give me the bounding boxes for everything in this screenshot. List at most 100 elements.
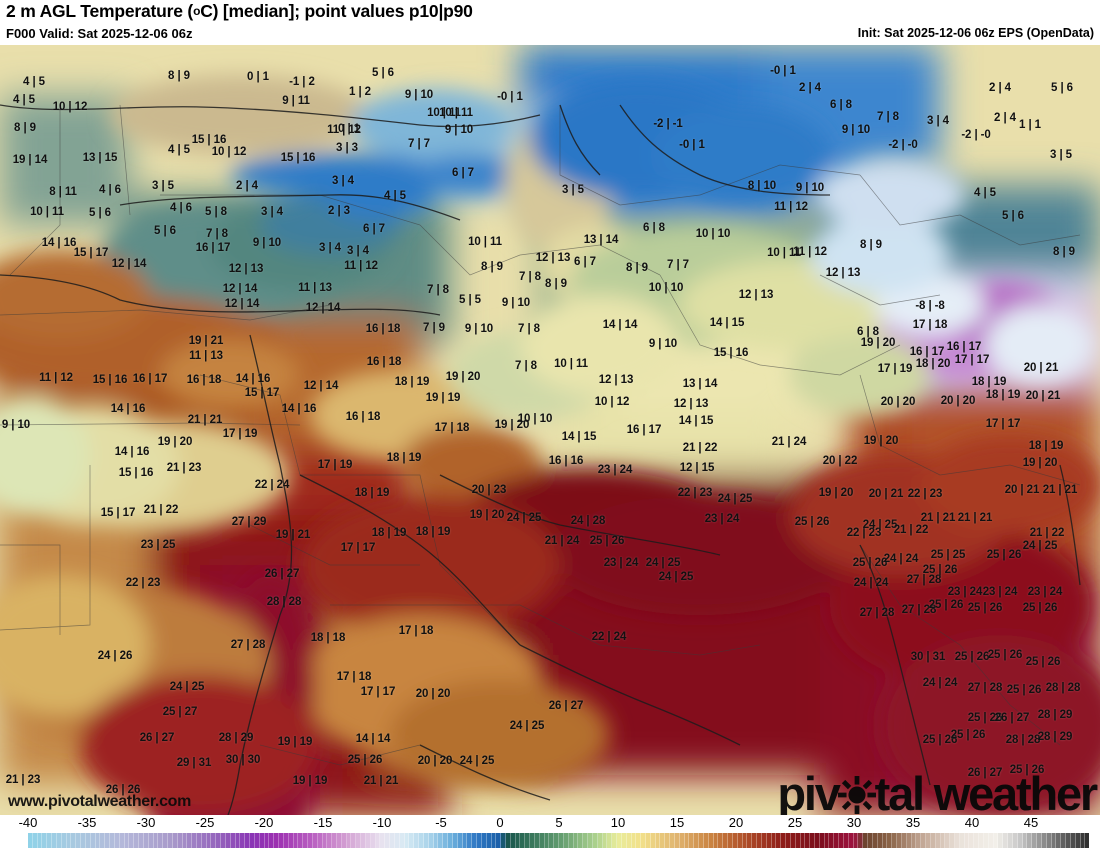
- colorbar-cell: [786, 833, 791, 848]
- colorbar-cell: [1037, 833, 1042, 848]
- colorbar-cell: [544, 833, 550, 848]
- point-value-label: 12 | 15: [679, 462, 715, 474]
- colorbar-cell: [61, 833, 67, 848]
- point-value-label: 7 | 8: [206, 228, 228, 240]
- point-value-label: 14 | 16: [235, 373, 271, 385]
- point-value-label: 6 | 7: [574, 256, 596, 268]
- colorbar-cell: [534, 833, 540, 848]
- colorbar-cell: [201, 833, 207, 848]
- colorbar-cell: [834, 833, 840, 848]
- point-value-label: 10 | 12: [52, 101, 88, 113]
- point-value-label: 3 | 4: [261, 206, 283, 218]
- colorbar-cell: [477, 833, 482, 848]
- point-value-label: -0 | 1: [679, 139, 705, 151]
- colorbar-cell: [496, 833, 502, 848]
- colorbar-cell: [679, 833, 685, 848]
- colorbar-cell: [945, 833, 951, 848]
- point-value-label: 12 | 13: [535, 252, 571, 264]
- point-value-label: 3 | 5: [1050, 149, 1072, 161]
- pivotal-weather-logo: piv: [777, 766, 1098, 815]
- colorbar-cell: [824, 833, 830, 848]
- colorbar-cell: [85, 833, 91, 848]
- point-value-label: 17 | 17: [360, 686, 396, 698]
- point-value-label: 28 | 29: [1037, 709, 1073, 721]
- point-value-label: 5 | 5: [459, 294, 481, 306]
- colorbar-cell: [621, 833, 627, 848]
- point-value-label: 9 | 10: [444, 124, 474, 136]
- point-value-label: 3 | 4: [332, 175, 354, 187]
- point-value-label: 23 | 24: [704, 513, 740, 525]
- point-value-label: 7 | 8: [519, 271, 541, 283]
- colorbar-cell: [90, 833, 96, 848]
- point-value-label: 8 | 11: [49, 186, 77, 198]
- point-value-label: 17 | 17: [340, 542, 376, 554]
- colorbar-cell: [1022, 833, 1028, 848]
- colorbar-cell: [703, 833, 709, 848]
- colorbar-cell: [1041, 833, 1047, 848]
- colorbar-cell: [100, 833, 106, 848]
- colorbar-cell: [650, 833, 656, 848]
- colorbar-cell: [114, 833, 120, 848]
- colorbar-cell: [134, 833, 140, 848]
- colorbar[interactable]: -40 -35 -30 -25 -20 -15 -10 -5 0 5 10 15 20 25 30 35 40 4…: [0, 815, 1100, 850]
- colorbar-tick-label: 40: [964, 815, 980, 830]
- colorbar-cell: [346, 833, 352, 848]
- colorbar-cell: [660, 833, 666, 848]
- point-value-label: 28 | 28: [1045, 682, 1081, 694]
- colorbar-cell: [322, 833, 328, 848]
- colorbar-tick-label: -5: [435, 815, 447, 830]
- colorbar-cell: [959, 833, 965, 848]
- point-value-label: 7 | 8: [515, 360, 537, 372]
- colorbar-cell: [216, 833, 222, 848]
- colorbar-cell: [1012, 833, 1018, 848]
- point-value-label: 29 | 31: [176, 757, 212, 769]
- colorbar-cell: [274, 833, 280, 848]
- colorbar-cell: [1003, 833, 1009, 848]
- point-value-label: 30 | 30: [225, 754, 261, 766]
- colorbar-cell: [1008, 833, 1013, 848]
- colorbar-tick-label: -10: [372, 815, 392, 830]
- point-value-label: 20 | 20: [417, 755, 453, 767]
- point-value-label: 12 | 13: [673, 398, 709, 410]
- colorbar-cell: [539, 833, 545, 848]
- point-value-label: 24 | 25: [169, 681, 205, 693]
- point-value-label: 9 | 10: [1, 419, 31, 431]
- map-header: 2 m AGL Temperature (oC) [median]; point…: [0, 0, 1100, 45]
- point-value-label: 19 | 14: [12, 154, 48, 166]
- point-value-label: 21 | 22: [1029, 527, 1065, 539]
- point-value-label: 19 | 20: [494, 419, 530, 431]
- colorbar-cell: [868, 833, 873, 848]
- colorbar-cell: [810, 833, 815, 848]
- point-value-label: 10 | 11: [30, 206, 64, 218]
- point-value-label: 24 | 24: [922, 677, 958, 689]
- point-value-label: 10 | 11: [554, 358, 588, 370]
- colorbar-cell: [303, 833, 309, 848]
- colorbar-cell: [225, 833, 231, 848]
- colorbar-cell: [105, 833, 111, 848]
- point-value-label: -2 | -0: [888, 139, 918, 151]
- point-value-label: 26 | 27: [139, 732, 175, 744]
- colorbar-cell: [317, 833, 323, 848]
- point-value-label: 3 | 4: [927, 115, 949, 127]
- point-value-label: 19 | 21: [188, 335, 224, 347]
- point-value-label: 14 | 15: [709, 317, 745, 329]
- temperature-field-svg: [0, 45, 1100, 815]
- point-value-label: 0 | 1: [247, 71, 269, 83]
- colorbar-cell: [501, 833, 506, 848]
- point-value-label: 9 | 10: [841, 124, 871, 136]
- point-value-label: 5 | 6: [89, 207, 111, 219]
- point-value-label: 20 | 20: [940, 395, 976, 407]
- point-value-label: 17 | 18: [398, 625, 434, 637]
- colorbar-cell: [327, 833, 333, 848]
- map-canvas[interactable]: 4 | 5 8 | 9 0 | 1 5 | 6 -1 | 2 1 | 2 4 | 5 9 | …: [0, 45, 1100, 815]
- colorbar-cell: [196, 833, 202, 848]
- point-value-label: 9 | 10: [501, 297, 531, 309]
- point-value-label: 21 | 22: [143, 504, 179, 516]
- colorbar-cell: [380, 833, 386, 848]
- point-value-label: 1 | 1: [1019, 119, 1041, 131]
- colorbar-cell: [81, 833, 86, 848]
- colorbar-cell: [607, 833, 613, 848]
- colorbar-cell: [448, 833, 453, 848]
- point-value-label: 19 | 20: [1022, 457, 1058, 469]
- colorbar-cell: [578, 833, 584, 848]
